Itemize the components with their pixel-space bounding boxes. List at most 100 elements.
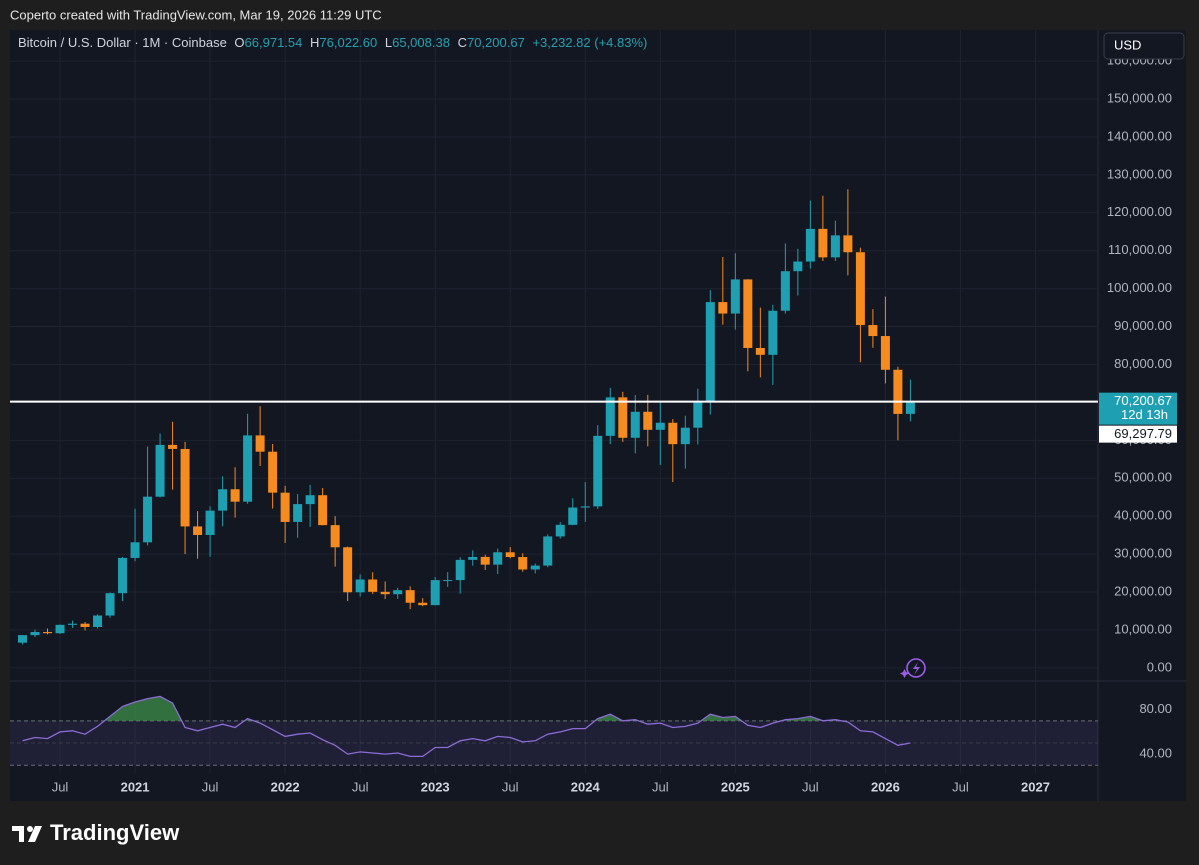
candle-body bbox=[480, 556, 490, 565]
ohlc-value: 65,008.38 bbox=[392, 35, 450, 50]
rsi-tick-label: 80.00 bbox=[1139, 701, 1172, 716]
candle-body bbox=[643, 411, 653, 430]
candle-body bbox=[155, 444, 165, 497]
candle-body bbox=[130, 542, 140, 558]
x-tick-label: 2026 bbox=[871, 779, 900, 794]
candle-body bbox=[568, 507, 578, 525]
y-tick-label: 90,000.00 bbox=[1114, 318, 1172, 333]
candle-body bbox=[330, 525, 340, 548]
lightning-icon bbox=[900, 658, 926, 678]
y-tick-label: 110,000.00 bbox=[1108, 242, 1172, 257]
symbol: Bitcoin / U.S. Dollar · 1M · Coinbase bbox=[18, 35, 227, 50]
y-tick-label: 40,000.00 bbox=[1114, 508, 1172, 523]
candle-body bbox=[255, 435, 265, 452]
candle-body bbox=[730, 279, 740, 314]
candle-body bbox=[368, 579, 378, 592]
candle-body bbox=[230, 489, 240, 502]
x-tick-label: 2023 bbox=[421, 779, 450, 794]
ohlc-key: H bbox=[310, 35, 319, 50]
candle-body bbox=[243, 435, 253, 502]
ohlc-key: L bbox=[385, 35, 392, 50]
x-tick-label: Jul bbox=[202, 779, 219, 794]
candle-body bbox=[605, 397, 615, 436]
candle-body bbox=[780, 271, 790, 311]
ohlc-value: 66,971.54 bbox=[245, 35, 303, 50]
candle-body bbox=[505, 552, 515, 558]
candle-body bbox=[205, 510, 215, 535]
y-tick-label: 0.00 bbox=[1147, 659, 1172, 674]
candle-body bbox=[555, 524, 565, 537]
candle-body bbox=[493, 552, 503, 565]
axis-labels: Jul 2021 Jul 2022 Jul 2023 Jul 2024 Jul 2025 Jul 20… bbox=[52, 53, 1177, 794]
candle-body bbox=[430, 580, 440, 606]
y-tick-label: 130,000.00 bbox=[1107, 166, 1172, 181]
candle-body bbox=[118, 557, 128, 594]
candle-body bbox=[880, 336, 890, 370]
logo-mark bbox=[12, 826, 42, 842]
rsi-tick-label: 40.00 bbox=[1139, 746, 1172, 761]
candle-body bbox=[268, 451, 278, 493]
x-tick-label: 2025 bbox=[721, 779, 750, 794]
candle-body bbox=[630, 411, 640, 438]
candle-body bbox=[168, 444, 178, 449]
y-tick-label: 10,000.00 bbox=[1114, 621, 1172, 636]
candle-body bbox=[30, 632, 40, 636]
candle-body bbox=[693, 401, 703, 428]
candle-body bbox=[293, 504, 303, 522]
y-tick-label: 150,000.00 bbox=[1107, 90, 1172, 105]
candle-body bbox=[380, 591, 390, 595]
candle-body bbox=[18, 635, 28, 643]
candle-body bbox=[68, 623, 78, 625]
price-tag-box bbox=[1099, 392, 1177, 425]
second-tag-box bbox=[1099, 425, 1177, 443]
candle-body bbox=[143, 496, 153, 543]
x-tick-label: 2021 bbox=[121, 779, 150, 794]
legend: Bitcoin / U.S. Dollar · 1M · Coinbase O6… bbox=[18, 35, 647, 50]
change: +3,232.82 (+4.83%) bbox=[532, 35, 647, 50]
candle-body bbox=[543, 536, 553, 566]
candle-body bbox=[180, 448, 190, 527]
y-tick-label: 140,000.00 bbox=[1107, 128, 1172, 143]
candle-body bbox=[218, 489, 228, 511]
candle-body bbox=[305, 495, 315, 505]
price-tag-label: 70,200.67 bbox=[1114, 393, 1172, 408]
x-tick-label: 2024 bbox=[571, 779, 601, 794]
candle-body bbox=[193, 526, 203, 535]
candle-body bbox=[318, 495, 328, 526]
candle-body bbox=[680, 427, 690, 445]
currency-button[interactable] bbox=[1103, 32, 1185, 60]
candles bbox=[10, 189, 1098, 645]
candle-body bbox=[443, 580, 453, 582]
currency-label[interactable]: USD bbox=[1114, 37, 1141, 52]
candle-body bbox=[105, 593, 115, 616]
x-tick-label: Jul bbox=[502, 779, 519, 794]
x-tick-label: Jul bbox=[802, 779, 819, 794]
candle-body bbox=[705, 302, 715, 402]
candle-body bbox=[80, 623, 90, 627]
candle-body bbox=[743, 279, 753, 348]
candle-body bbox=[93, 615, 103, 627]
x-tick-label: Jul bbox=[52, 779, 69, 794]
y-tick-label: 80,000.00 bbox=[1114, 356, 1172, 371]
x-tick-label: Jul bbox=[652, 779, 669, 794]
candle-body bbox=[755, 347, 765, 355]
rsi-overbought-fill bbox=[22, 696, 911, 721]
candle-body bbox=[905, 401, 915, 414]
x-tick-label: 2027 bbox=[1021, 779, 1050, 794]
caption: Coperto created with TradingView.com, Ma… bbox=[10, 7, 382, 22]
candle-body bbox=[793, 261, 803, 272]
candle-body bbox=[43, 632, 53, 634]
rsi-line bbox=[22, 695, 911, 758]
y-tick-label: 30,000.00 bbox=[1114, 546, 1172, 561]
candle-body bbox=[418, 602, 428, 606]
y-tick-label: 120,000.00 bbox=[1107, 204, 1172, 219]
x-tick-label: Jul bbox=[352, 779, 369, 794]
candle-body bbox=[855, 252, 865, 326]
y-tick-label: 20,000.00 bbox=[1114, 583, 1172, 598]
candle-body bbox=[468, 556, 478, 560]
candle-body bbox=[805, 228, 815, 262]
candle-body bbox=[455, 559, 465, 581]
x-tick-label: 2022 bbox=[271, 779, 300, 794]
